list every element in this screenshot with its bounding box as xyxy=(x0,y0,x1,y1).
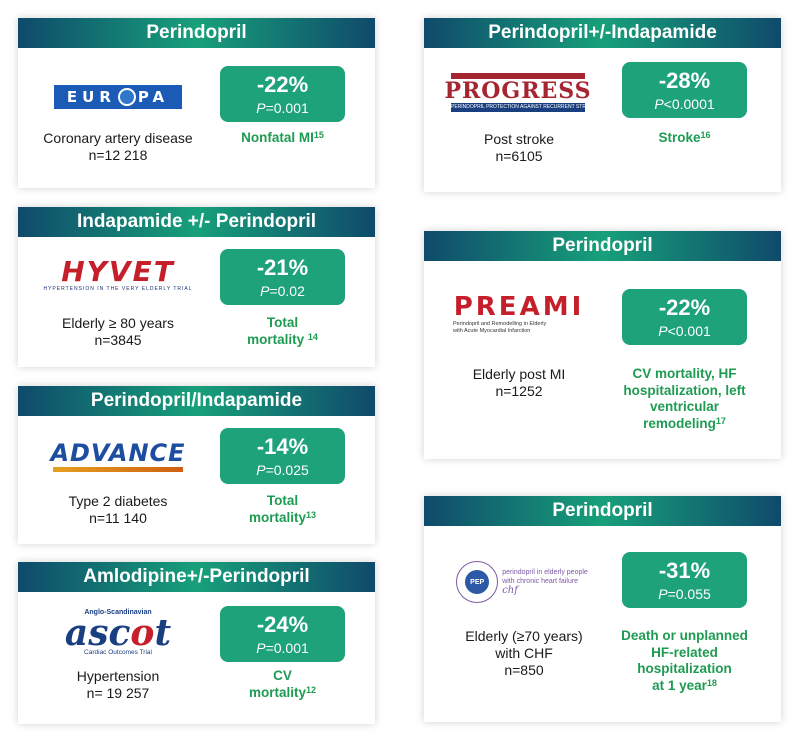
risk-reduction-value: -14% xyxy=(256,434,309,459)
heart-icon: o xyxy=(130,612,155,654)
population-text: Coronary artery disease xyxy=(43,130,193,146)
arrow-icon xyxy=(52,466,183,472)
preami-logo: PREAMI Perindopril and Remodelling in El… xyxy=(453,292,585,334)
p-value: P=0.02 xyxy=(260,283,305,299)
population-text: Post stroke xyxy=(483,131,555,147)
sample-size: n=11 140 xyxy=(89,510,147,526)
europa-logo: EUR PA xyxy=(48,80,188,114)
p-value: P=0.025 xyxy=(256,462,309,478)
card-header: Perindopril xyxy=(424,496,781,526)
population-text: Type 2 diabetes xyxy=(68,493,168,509)
sample-size: n=3845 xyxy=(94,332,142,348)
risk-reduction-badge: -14% P=0.025 xyxy=(220,428,345,484)
reference-number: 13 xyxy=(306,509,317,520)
risk-reduction-value: -21% xyxy=(256,255,309,280)
population-description: Hypertension n= 19 257 xyxy=(28,668,208,702)
risk-reduction-badge: -21% P=0.02 xyxy=(220,249,345,305)
population-text: Hypertension xyxy=(76,668,160,684)
card-header: Perindopril xyxy=(424,231,781,261)
outcome-label: Stroke16 xyxy=(658,130,711,145)
reference-number: 16 xyxy=(700,130,711,140)
outcome-label: CV mortality, HF hospitalization, left v… xyxy=(623,366,746,431)
risk-reduction-value: -24% xyxy=(256,612,309,637)
trial-card-europa: Perindopril EUR PA Coronary artery diseas… xyxy=(18,18,375,188)
trial-card-preami: Perindopril PREAMI Perindopril and Remod… xyxy=(424,231,781,459)
risk-reduction-value: -22% xyxy=(658,295,711,320)
risk-reduction-badge: -22% P=0.001 xyxy=(220,66,345,122)
population-description: Elderly (≥70 years) with CHF n=850 xyxy=(434,628,614,679)
hyvet-logo: HYVET HYPERTENSION IN THE VERY ELDERLY T… xyxy=(43,255,193,293)
trial-card-advance: Perindopril/Indapamide ADVANCE Type 2 di… xyxy=(18,386,375,544)
p-value: P=0.001 xyxy=(256,100,309,116)
population-description: Post stroke n=6105 xyxy=(434,131,604,165)
card-header: Perindopril/Indapamide xyxy=(18,386,375,416)
ascot-logo: Anglo-Scandinavian ascot Cardiac Outcome… xyxy=(64,609,172,656)
card-header: Amlodipine+/-Perindopril xyxy=(18,562,375,592)
risk-reduction-value: -31% xyxy=(658,558,711,583)
reference-number: 18 xyxy=(706,677,717,688)
trial-card-progress: Perindopril+/-Indapamide PROGRESS PERIND… xyxy=(424,18,781,192)
card-header: Perindopril+/-Indapamide xyxy=(424,18,781,48)
risk-reduction-badge: -28% P<0.0001 xyxy=(622,62,747,118)
p-value: P=0.001 xyxy=(256,640,309,656)
p-value: P=0.055 xyxy=(658,586,711,602)
sample-size: n= 19 257 xyxy=(86,685,150,701)
sample-size: n=1252 xyxy=(495,383,543,399)
reference-number: 17 xyxy=(715,415,726,426)
card-header: Indapamide +/- Perindopril xyxy=(18,207,375,237)
risk-reduction-badge: -24% P=0.001 xyxy=(220,606,345,662)
risk-reduction-badge: -31% P=0.055 xyxy=(622,552,747,608)
population-description: Coronary artery disease n=12 218 xyxy=(28,130,208,164)
reference-number: 14 xyxy=(307,331,318,342)
population-text: Elderly post MI xyxy=(472,366,566,382)
reference-number: 12 xyxy=(306,684,317,695)
sample-size: n=6105 xyxy=(495,148,543,164)
card-header: Perindopril xyxy=(18,18,375,48)
population-text-2: with CHF xyxy=(495,645,553,661)
population-description: Elderly post MI n=1252 xyxy=(434,366,604,400)
sample-size: n=850 xyxy=(504,662,544,678)
outcome-label: Death or unplanned HF-related hospitaliz… xyxy=(621,628,748,693)
reference-number: 15 xyxy=(313,130,324,140)
trial-card-pep-chf: Perindopril PEP perindopril in elderly p… xyxy=(424,496,781,722)
trial-card-ascot: Amlodipine+/-Perindopril Anglo-Scandinav… xyxy=(18,562,375,724)
population-description: Elderly ≥ 80 years n=3845 xyxy=(28,315,208,349)
population-text: Elderly (≥70 years) xyxy=(465,628,583,644)
p-value: P<0.0001 xyxy=(654,96,715,112)
pep-chf-logo: PEP perindopril in elderly people with c… xyxy=(438,558,606,606)
outcome-label: Total mortality13 xyxy=(248,493,317,525)
risk-reduction-value: -22% xyxy=(256,72,309,97)
pep-circle-icon: PEP xyxy=(456,561,499,603)
risk-reduction-value: -28% xyxy=(658,68,711,93)
globe-icon xyxy=(117,88,136,106)
advance-logo: ADVANCE xyxy=(48,438,188,474)
risk-reduction-badge: -22% P<0.001 xyxy=(622,289,747,345)
sample-size: n=12 218 xyxy=(88,147,148,163)
progress-logo: PROGRESS PERINDOPRIL PROTECTION AGAINST … xyxy=(444,70,592,114)
outcome-label: Nonfatal MI15 xyxy=(241,130,324,145)
outcome-label: Total mortality 14 xyxy=(247,315,318,347)
trial-card-hyvet: Indapamide +/- Perindopril HYVET HYPERTE… xyxy=(18,207,375,367)
outcome-label: CV mortality12 xyxy=(248,668,317,700)
population-description: Type 2 diabetes n=11 140 xyxy=(28,493,208,527)
p-value: P<0.001 xyxy=(658,323,711,339)
population-text: Elderly ≥ 80 years xyxy=(62,315,174,331)
